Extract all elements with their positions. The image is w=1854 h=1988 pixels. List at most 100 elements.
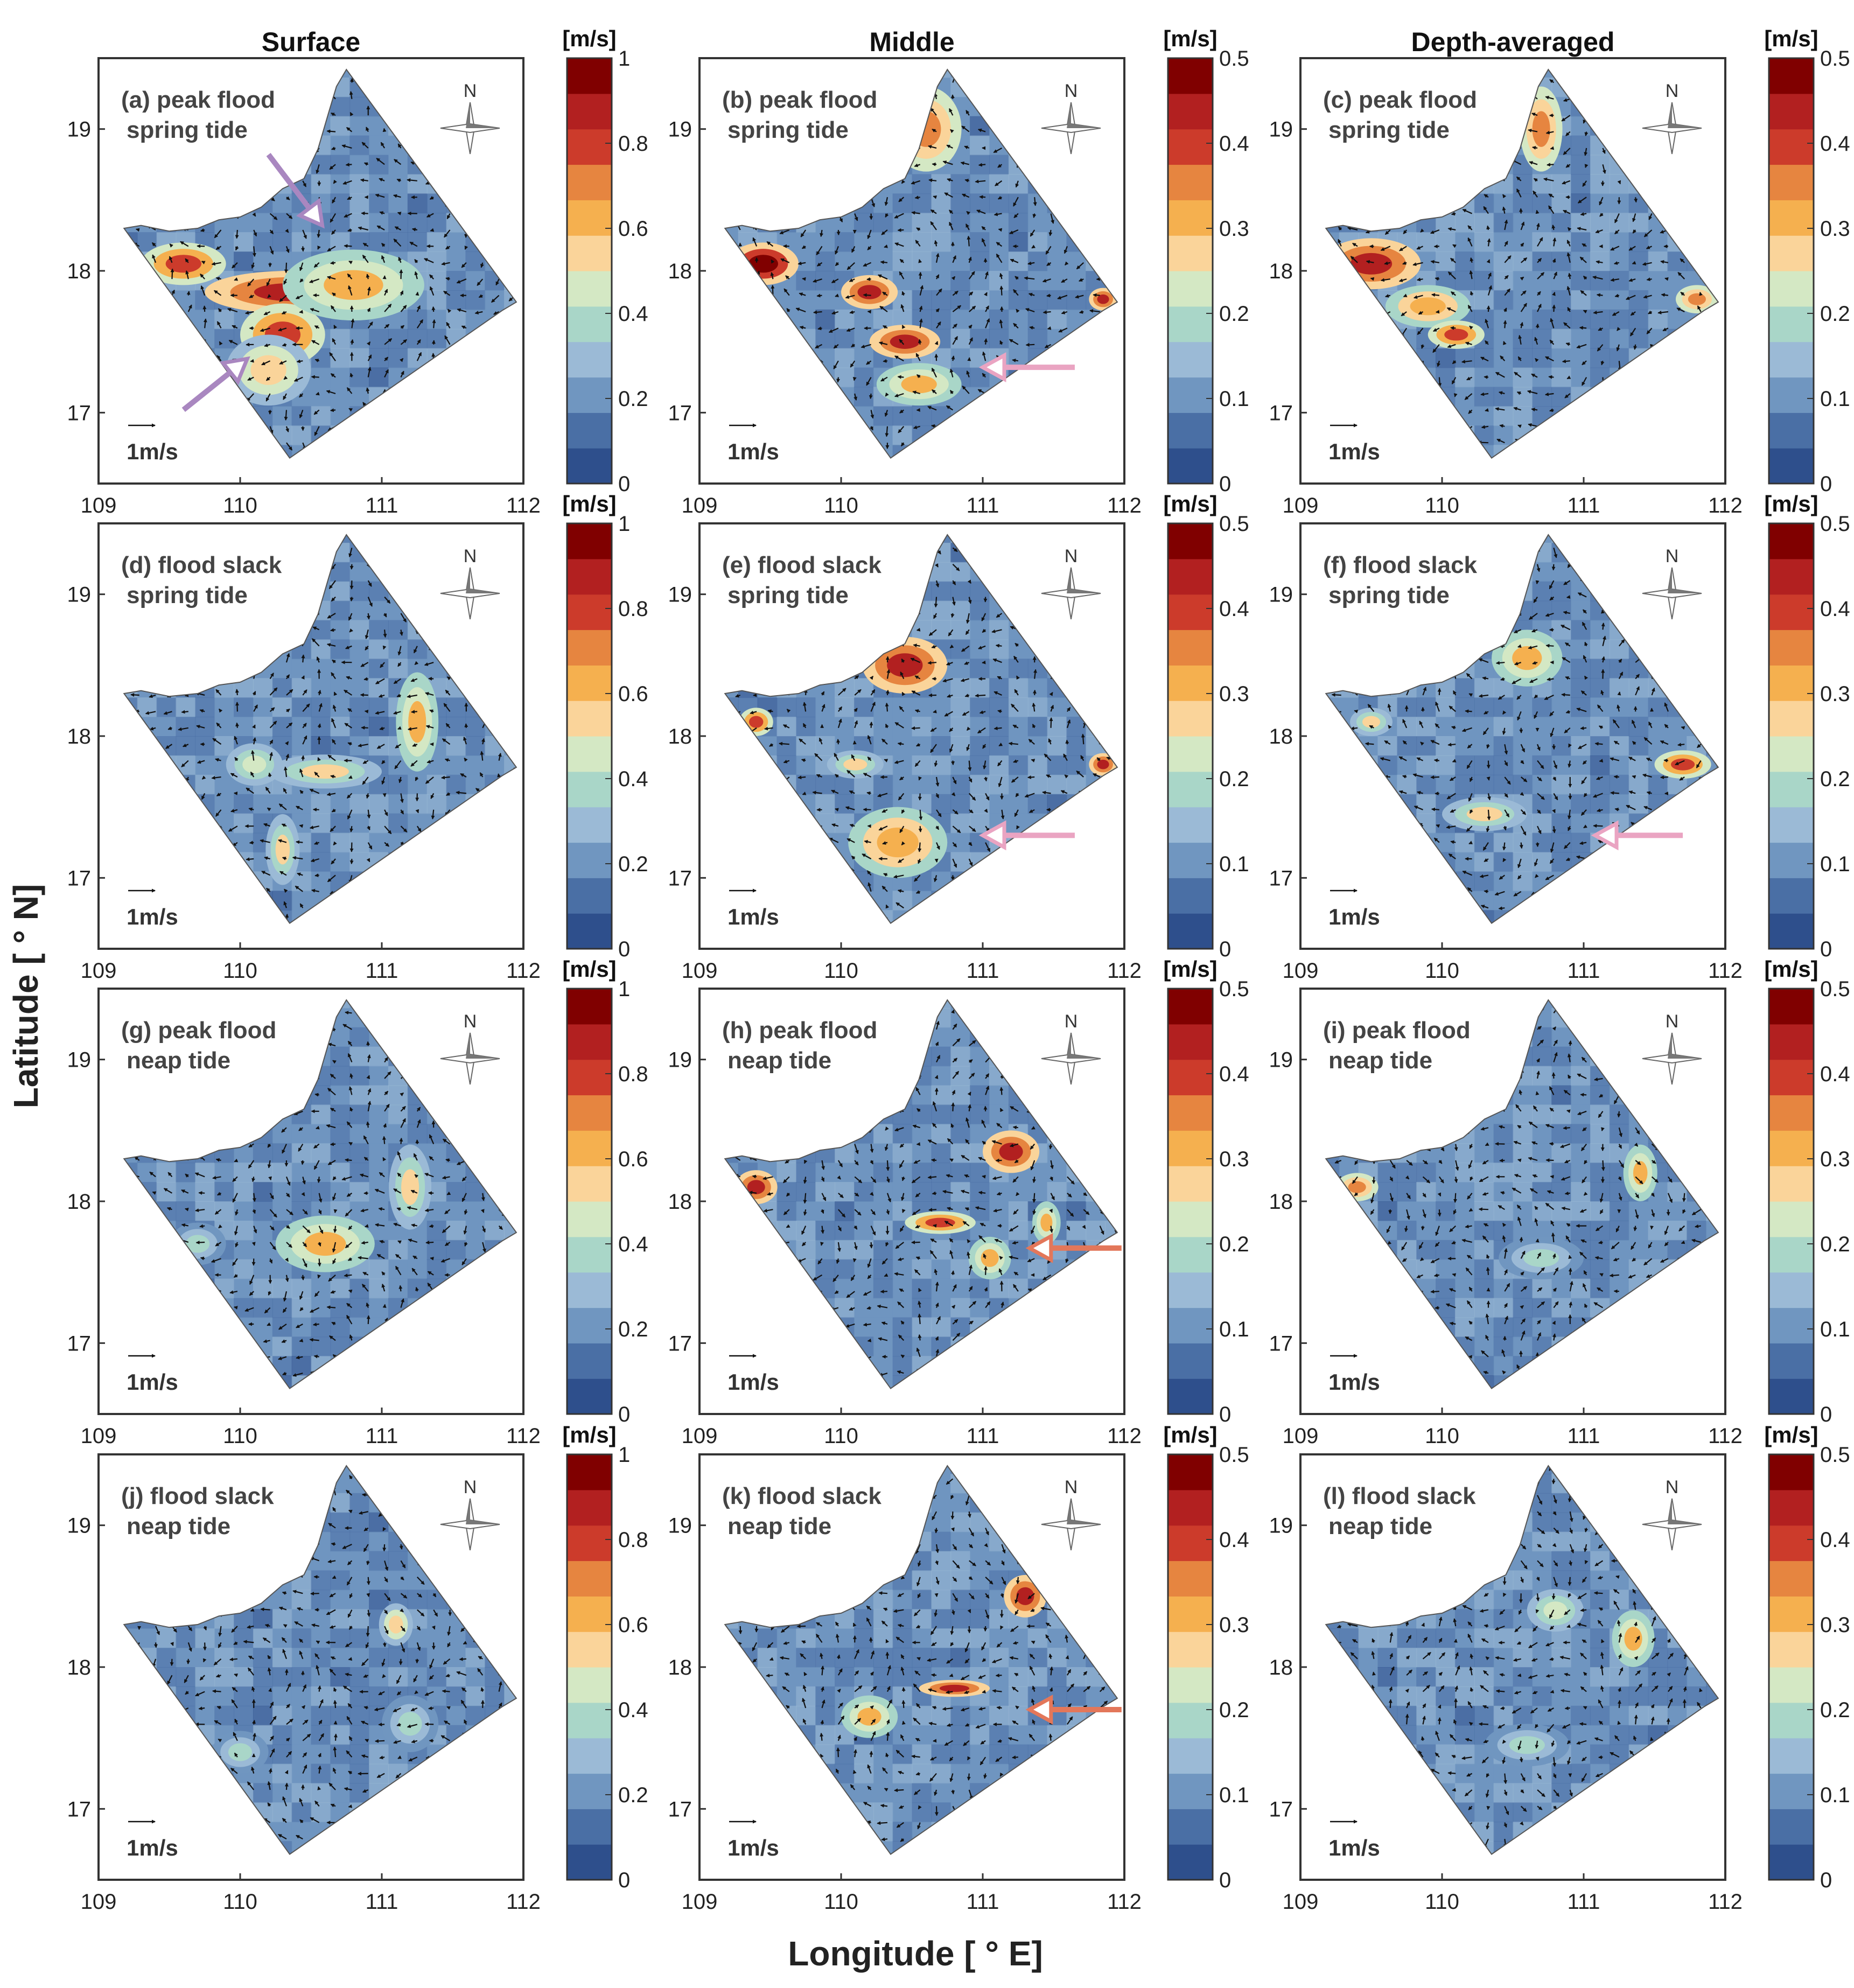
colorbar-segment xyxy=(1769,1525,1814,1562)
north-label: N xyxy=(1666,1477,1679,1497)
x-tick-label: 112 xyxy=(1708,1890,1743,1914)
map-panel-b: 109 110 111 112 17 18 19 (b) peak flood spring t… xyxy=(668,26,1249,517)
colorbar-segment xyxy=(567,341,612,378)
colorbar-unit-label: [m/s] xyxy=(1764,26,1818,51)
colorbar-segment xyxy=(1769,1844,1814,1880)
colorbar-segment xyxy=(1769,878,1814,914)
panel-subtitle: neap tide xyxy=(127,1047,230,1074)
x-tick-label: 111 xyxy=(967,1424,999,1448)
map-panel-g: 109 110 111 112 17 18 19 (g) peak flood neap tid… xyxy=(67,956,648,1448)
colorbar-tick-label: 0.6 xyxy=(618,217,648,241)
colorbar-segment xyxy=(1769,771,1814,808)
panel-subtitle: spring tide xyxy=(1328,117,1450,143)
y-tick-label: 19 xyxy=(668,118,692,142)
colorbar-segment xyxy=(567,1307,612,1343)
colorbar-segment xyxy=(1168,1773,1213,1809)
panel-subtitle: spring tide xyxy=(127,582,248,608)
panel-subtitle: neap tide xyxy=(727,1047,831,1074)
colorbar: 0 0.1 0.2 0.3 0.4 0.5[m/s] xyxy=(1163,956,1249,1426)
colorbar-tick-label: 0.8 xyxy=(618,1062,648,1086)
colorbar-segment xyxy=(1769,164,1814,200)
colorbar-segment xyxy=(1168,878,1213,914)
colorbar-segment xyxy=(1168,58,1213,94)
x-tick-label: 110 xyxy=(223,1890,257,1914)
high-speed-zone xyxy=(925,1217,955,1228)
colorbar-segment xyxy=(1769,412,1814,449)
y-tick-label: 18 xyxy=(668,725,692,748)
colorbar-tick-label: 0 xyxy=(1820,1403,1832,1426)
map-panel-c: 109 110 111 112 17 18 19 (c) peak flood spring t… xyxy=(1269,26,1850,517)
y-tick-label: 18 xyxy=(668,1656,692,1679)
colorbar-tick-label: 0.5 xyxy=(1219,47,1249,71)
high-speed-zone xyxy=(165,255,201,273)
north-label: N xyxy=(464,1477,477,1497)
column-title: Surface xyxy=(262,27,360,57)
colorbar-segment xyxy=(567,412,612,449)
high-speed-zone xyxy=(1348,1181,1366,1193)
high-speed-zone xyxy=(1410,297,1446,316)
colorbar-tick-label: 0 xyxy=(618,1868,630,1892)
colorbar-tick-label: 0.2 xyxy=(1219,1233,1249,1256)
scale-vector-label: 1m/s xyxy=(727,904,779,929)
x-tick-label: 110 xyxy=(1425,1890,1459,1914)
y-tick-label: 19 xyxy=(67,118,92,142)
x-tick-label: 112 xyxy=(506,959,541,983)
colorbar-tick-label: 0 xyxy=(1219,472,1231,496)
colorbar-tick-label: 0.4 xyxy=(618,1698,648,1722)
x-tick-label: 111 xyxy=(1568,1424,1600,1448)
x-tick-label: 109 xyxy=(81,959,117,983)
x-tick-label: 110 xyxy=(1425,494,1459,517)
colorbar-tick-label: 0.2 xyxy=(618,852,648,876)
colorbar-segment xyxy=(1168,1272,1213,1308)
colorbar-tick-label: 0.3 xyxy=(1219,682,1249,706)
y-tick-label: 17 xyxy=(67,1332,92,1355)
colorbar-tick-label: 0.1 xyxy=(1219,387,1249,411)
high-speed-zone xyxy=(304,1231,346,1256)
colorbar-tick-label: 0.1 xyxy=(1219,1783,1249,1807)
colorbar-tick-label: 0.6 xyxy=(618,1613,648,1637)
colorbar-segment xyxy=(1769,1560,1814,1597)
colorbar-segment xyxy=(1769,129,1814,165)
colorbar-tick-label: 0.4 xyxy=(1219,597,1249,621)
x-tick-label: 112 xyxy=(1107,494,1142,517)
colorbar-tick-label: 0.2 xyxy=(1820,302,1850,326)
colorbar-tick-label: 0.4 xyxy=(618,302,648,326)
colorbar-segment xyxy=(1769,523,1814,559)
colorbar-segment xyxy=(567,1773,612,1809)
panel-title: (i) peak flood xyxy=(1323,1017,1471,1044)
colorbar-segment xyxy=(567,1272,612,1308)
colorbar-segment xyxy=(1168,558,1213,595)
x-tick-label: 112 xyxy=(1107,1424,1142,1448)
colorbar-unit-label: [m/s] xyxy=(562,956,616,982)
colorbar-unit-label: [m/s] xyxy=(1764,956,1818,982)
high-speed-zone xyxy=(250,355,286,385)
y-tick-label: 17 xyxy=(67,401,92,425)
north-label: N xyxy=(1065,1011,1078,1032)
colorbar-tick-label: 0 xyxy=(1219,937,1231,961)
x-tick-label: 110 xyxy=(223,959,257,983)
y-tick-label: 18 xyxy=(67,1656,92,1679)
colorbar-tick-label: 0.3 xyxy=(1820,682,1850,706)
colorbar-tick-label: 0.4 xyxy=(618,767,648,791)
colorbar-segment xyxy=(1769,594,1814,631)
scale-vector-label: 1m/s xyxy=(127,1835,178,1860)
colorbar-segment xyxy=(1769,93,1814,130)
colorbar-segment xyxy=(1168,1095,1213,1131)
x-tick-label: 111 xyxy=(1568,494,1600,517)
x-tick-label: 110 xyxy=(223,494,257,517)
colorbar-segment xyxy=(567,665,612,701)
colorbar-segment xyxy=(1168,1343,1213,1379)
colorbar: 0 0.1 0.2 0.3 0.4 0.5[m/s] xyxy=(1764,956,1850,1426)
colorbar-tick-label: 0.6 xyxy=(618,1147,648,1171)
panel-title: (f) flood slack xyxy=(1323,552,1478,578)
colorbar-tick-label: 0.4 xyxy=(618,1233,648,1256)
colorbar-segment xyxy=(567,448,612,484)
x-tick-label: 112 xyxy=(1107,959,1142,983)
colorbar-tick-label: 0 xyxy=(618,937,630,961)
y-tick-label: 19 xyxy=(67,583,92,607)
x-axis-label: Longitude [ ° E] xyxy=(788,1934,1043,1973)
colorbar-tick-label: 0.5 xyxy=(1820,47,1850,71)
colorbar-segment xyxy=(1168,1454,1213,1490)
colorbar-segment xyxy=(1168,200,1213,236)
